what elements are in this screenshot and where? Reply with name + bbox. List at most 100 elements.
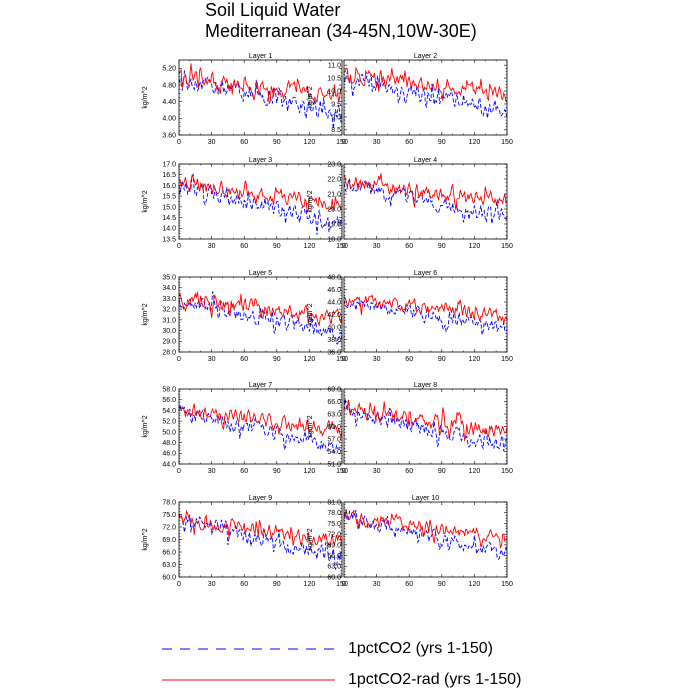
layer-9-ytick-label: 63.0 (162, 562, 176, 569)
layer-6-xtick-label: 0 (342, 356, 346, 363)
layer-10-series-1pctCO2-line (343, 509, 508, 560)
layer-7-ytick-label: 56.0 (162, 397, 176, 404)
layer-2-ytick-label: 9.5 (331, 101, 341, 108)
layer-1-xtick-label: 150 (336, 139, 348, 146)
layer-6-xtick-label: 120 (469, 356, 481, 363)
layer-1-ytick-label: 5.20 (162, 66, 176, 73)
legend-label-1pctCO2-rad: 1pctCO2-rad (yrs 1-150) (348, 671, 522, 688)
layer-6-ytick-label: 38.0 (327, 337, 341, 344)
layer-9-ytick-label: 60.0 (162, 574, 176, 581)
layer-9-ytick-label: 78.0 (162, 499, 176, 506)
layer-9-series-1pctCO2-rad-line (178, 509, 343, 548)
layer-4-xtick-label: 120 (469, 243, 481, 250)
layer-4-series-1pctCO2-rad-line (343, 173, 508, 210)
layer-1-ytick-label: 3.60 (162, 132, 176, 139)
layer-5-ytick-label: 28.0 (162, 349, 176, 356)
layer-8-xtick-label: 30 (373, 468, 381, 475)
layer-7-xtick-label: 60 (240, 468, 248, 475)
layer-2-xtick-label: 120 (469, 139, 481, 146)
layer-8-panel-title: Layer 8 (414, 382, 437, 389)
layer-3-xtick-label: 30 (208, 243, 216, 250)
layer-2-ytick-label: 10.0 (327, 88, 341, 95)
layer-6-ytick-label: 42.0 (327, 312, 341, 319)
layer-9-ytick-label: 66.0 (162, 549, 176, 556)
layer-4-xtick-label: 60 (405, 243, 413, 250)
layer-10-ylabel: kg/m^2 (307, 528, 314, 550)
layer-9-ytick-label: 72.0 (162, 524, 176, 531)
layer-5-series-1pctCO2-line (178, 291, 343, 345)
layer-6-xtick-label: 30 (373, 356, 381, 363)
layer-4-ytick-label: 21.0 (327, 191, 341, 198)
layer-4-ylabel: kg/m^2 (307, 190, 314, 212)
layer-8-ytick-label: 69.0 (327, 386, 341, 393)
layer-5-ytick-label: 34.0 (162, 285, 176, 292)
layer-5-xtick-label: 120 (304, 356, 316, 363)
layer-3-ytick-label: 15.0 (162, 204, 176, 211)
layer-1-ylabel: kg/m^2 (142, 86, 149, 108)
layer-4-ytick-label: 22.0 (327, 176, 341, 183)
layer-3-xtick-label: 0 (177, 243, 181, 250)
layer-3-ytick-label: 13.5 (162, 236, 176, 243)
layer-10-xtick-label: 30 (373, 581, 381, 588)
layer-6-series-1pctCO2-rad-line (343, 294, 508, 324)
layer-9-ytick-label: 75.0 (162, 512, 176, 519)
layer-8-ytick-label: 66.0 (327, 399, 341, 406)
layer-4-xtick-label: 90 (438, 243, 446, 250)
layer-6-panel-title: Layer 6 (414, 270, 437, 277)
figure-title-line1: Soil Liquid Water (205, 0, 341, 20)
layer-2-xtick-label: 30 (373, 139, 381, 146)
layer-3-xtick-label: 120 (304, 243, 316, 250)
layer-3-ytick-label: 14.0 (162, 226, 176, 233)
layer-6-ytick-label: 36.0 (327, 349, 341, 356)
layer-10-xtick-label: 90 (438, 581, 446, 588)
layer-9-xtick-label: 150 (336, 581, 348, 588)
layer-3-ylabel: kg/m^2 (142, 190, 149, 212)
layer-4-ytick-label: 18.0 (327, 236, 341, 243)
layer-1-xtick-label: 120 (304, 139, 316, 146)
layer-7-series-1pctCO2-line (178, 404, 343, 454)
layer-6-xtick-label: 60 (405, 356, 413, 363)
layer-7-xtick-label: 120 (304, 468, 316, 475)
layer-3-ytick-label: 16.0 (162, 183, 176, 190)
layer-10-ytick-label: 81.0 (327, 499, 341, 506)
layer-7-ylabel: kg/m^2 (142, 415, 149, 437)
layer-10-xtick-label: 120 (469, 581, 481, 588)
layer-6-ytick-label: 46.0 (327, 287, 341, 294)
layer-1-xtick-label: 60 (240, 139, 248, 146)
layer-3-ytick-label: 14.5 (162, 215, 176, 222)
layer-3-ytick-label: 16.5 (162, 172, 176, 179)
layer-4-ytick-label: 23.0 (327, 161, 341, 168)
layer-6-xtick-label: 150 (501, 356, 513, 363)
layer-2-ytick-label: 11.0 (328, 63, 341, 70)
layer-6-ytick-label: 40.0 (327, 324, 341, 331)
layer-7-ytick-label: 58.0 (162, 386, 176, 393)
layer-10-ytick-label: 63.0 (327, 564, 341, 571)
layer-4-ytick-label: 20.0 (327, 206, 341, 213)
layer-10-series-1pctCO2-rad-line (343, 509, 508, 550)
layer-5-ytick-label: 31.0 (162, 317, 176, 324)
layer-2-xtick-label: 60 (405, 139, 413, 146)
layer-2-series-1pctCO2-line (343, 71, 508, 119)
layer-5-panel-title: Layer 5 (249, 270, 272, 277)
layer-8-series-1pctCO2-rad-line (343, 399, 508, 442)
layer-7-xtick-label: 150 (336, 468, 348, 475)
layer-8-xtick-label: 90 (438, 468, 446, 475)
layer-4-xtick-label: 150 (501, 243, 513, 250)
layer-8-ylabel: kg/m^2 (307, 415, 314, 437)
layer-8-xtick-label: 60 (405, 468, 413, 475)
layer-10-xtick-label: 60 (405, 581, 413, 588)
layer-7-xtick-label: 90 (273, 468, 281, 475)
layer-2-xtick-label: 0 (342, 139, 346, 146)
layer-7-ytick-label: 48.0 (162, 440, 176, 447)
layer-8-ytick-label: 57.0 (327, 436, 341, 443)
layer-9-xtick-label: 90 (273, 581, 281, 588)
layer-10-ytick-label: 69.0 (327, 542, 341, 549)
layer-8-ytick-label: 60.0 (327, 424, 341, 431)
layer-10-xtick-label: 150 (501, 581, 513, 588)
layer-2-series-1pctCO2-rad-line (343, 66, 508, 103)
layer-4-plot-frame (343, 163, 508, 240)
layer-9-xtick-label: 60 (240, 581, 248, 588)
layer-2-ylabel: kg/m^2 (307, 86, 314, 108)
layer-1-xtick-label: 90 (273, 139, 281, 146)
